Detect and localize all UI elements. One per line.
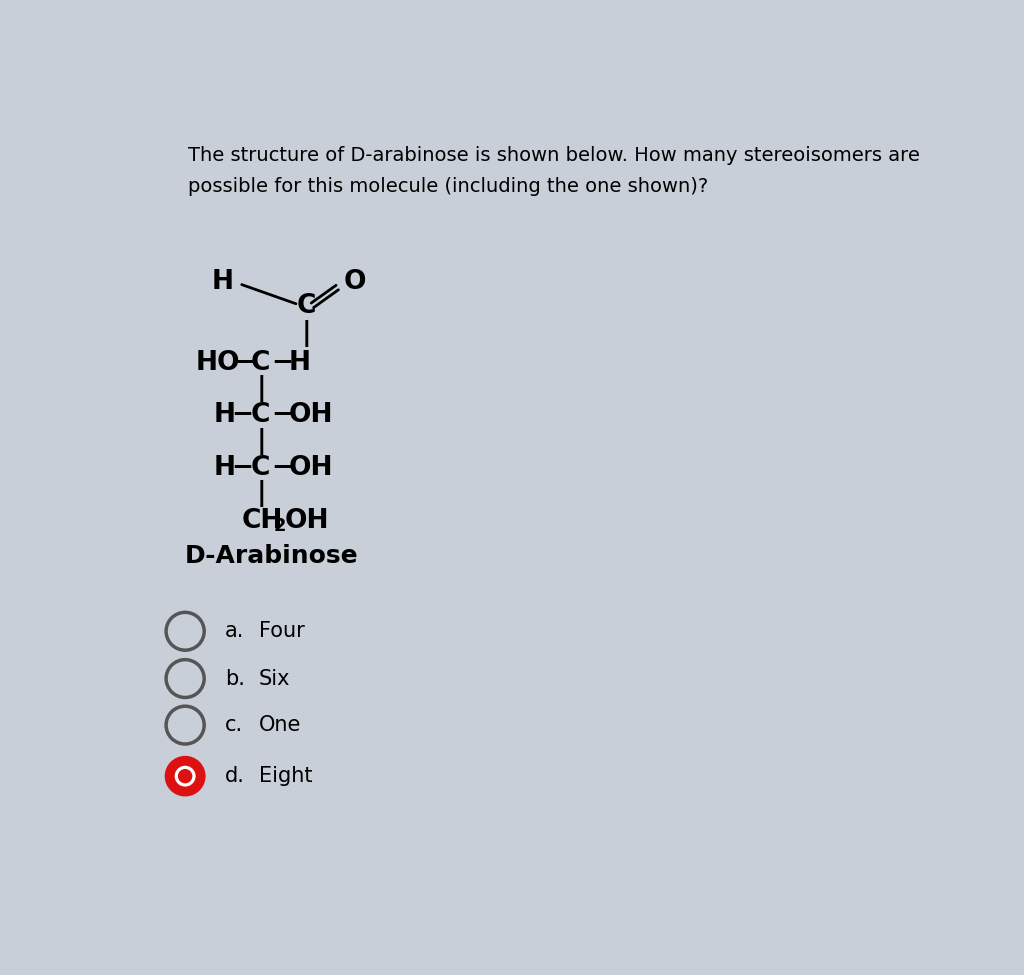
- Text: HO: HO: [196, 350, 240, 376]
- Text: H: H: [211, 269, 233, 295]
- Text: −: −: [270, 350, 293, 376]
- Ellipse shape: [175, 765, 196, 787]
- Text: −: −: [231, 402, 253, 428]
- Text: O: O: [344, 269, 367, 295]
- Text: b.: b.: [225, 669, 245, 688]
- Text: Eight: Eight: [259, 766, 312, 786]
- Text: The structure of D-arabinose is shown below. How many stereoisomers are: The structure of D-arabinose is shown be…: [187, 145, 920, 165]
- Text: |: |: [302, 320, 311, 347]
- Text: d.: d.: [225, 766, 245, 786]
- Text: H: H: [289, 350, 311, 376]
- Text: OH: OH: [289, 454, 334, 481]
- Text: c.: c.: [225, 715, 243, 735]
- Text: 2: 2: [273, 517, 286, 535]
- Text: H: H: [214, 402, 236, 428]
- Text: C: C: [251, 402, 270, 428]
- Text: −: −: [233, 350, 256, 376]
- Text: H: H: [214, 454, 236, 481]
- Text: One: One: [259, 715, 301, 735]
- Text: −: −: [270, 454, 293, 481]
- Text: a.: a.: [225, 621, 244, 642]
- Text: OH: OH: [289, 402, 334, 428]
- Text: |: |: [257, 375, 266, 403]
- Text: possible for this molecule (including the one shown)?: possible for this molecule (including th…: [187, 177, 708, 196]
- Text: OH: OH: [285, 508, 329, 534]
- Text: C: C: [297, 293, 316, 319]
- Text: |: |: [257, 481, 266, 507]
- Text: |: |: [257, 428, 266, 454]
- Text: D-Arabinose: D-Arabinose: [185, 544, 358, 568]
- Ellipse shape: [178, 769, 193, 783]
- Text: C: C: [251, 350, 270, 376]
- Text: −: −: [231, 454, 253, 481]
- Text: CH: CH: [242, 508, 283, 534]
- Text: Six: Six: [259, 669, 291, 688]
- Text: C: C: [251, 454, 270, 481]
- Text: −: −: [270, 402, 293, 428]
- Ellipse shape: [166, 758, 204, 795]
- Text: Four: Four: [259, 621, 305, 642]
